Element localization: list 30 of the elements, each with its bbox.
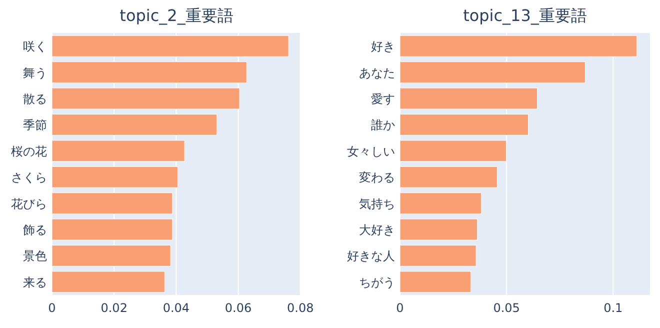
y-tick-label: 気持ち xyxy=(359,196,395,211)
y-tick-label: あなた xyxy=(359,66,395,80)
y-tick-label: 好きな人 xyxy=(347,249,395,264)
x-tick-label: 0.04 xyxy=(162,301,190,315)
y-tick-label: さくら xyxy=(11,170,47,185)
y-tick-label: 咲く xyxy=(23,40,47,54)
y-tick-label: 花びら xyxy=(11,196,47,211)
y-tick-label: 好き xyxy=(371,40,395,54)
x-tick-label: 0.08 xyxy=(287,301,314,315)
y-tick-label: 飾る xyxy=(23,223,47,237)
y-tick-label: 景色 xyxy=(23,249,47,264)
x-tick-label: 0.06 xyxy=(224,301,252,315)
chart-title: topic_2_重要語 xyxy=(120,6,234,25)
x-tick-label: 0.05 xyxy=(493,301,520,315)
x-tick-label: 0 xyxy=(48,301,56,315)
y-tick-label: 来る xyxy=(23,275,47,290)
y-tick-label: 愛す xyxy=(371,92,395,106)
y-tick-label: ちがう xyxy=(359,275,395,290)
y-tick-label: 桜の花 xyxy=(11,144,47,158)
y-tick-label: 変わる xyxy=(359,170,395,185)
x-tick-label: 0.02 xyxy=(100,301,128,315)
y-tick-label: 散る xyxy=(23,92,47,106)
y-tick-label: 季節 xyxy=(23,118,47,132)
x-tick-label: 0 xyxy=(396,301,404,315)
y-tick-label: 舞う xyxy=(23,66,47,80)
y-tick-label: 女々しい xyxy=(347,144,395,158)
chart-title: topic_13_重要語 xyxy=(463,6,587,25)
y-tick-label: 大好き xyxy=(359,223,395,237)
x-tick-label: 0.1 xyxy=(604,301,623,315)
y-tick-label: 誰か xyxy=(371,118,395,132)
